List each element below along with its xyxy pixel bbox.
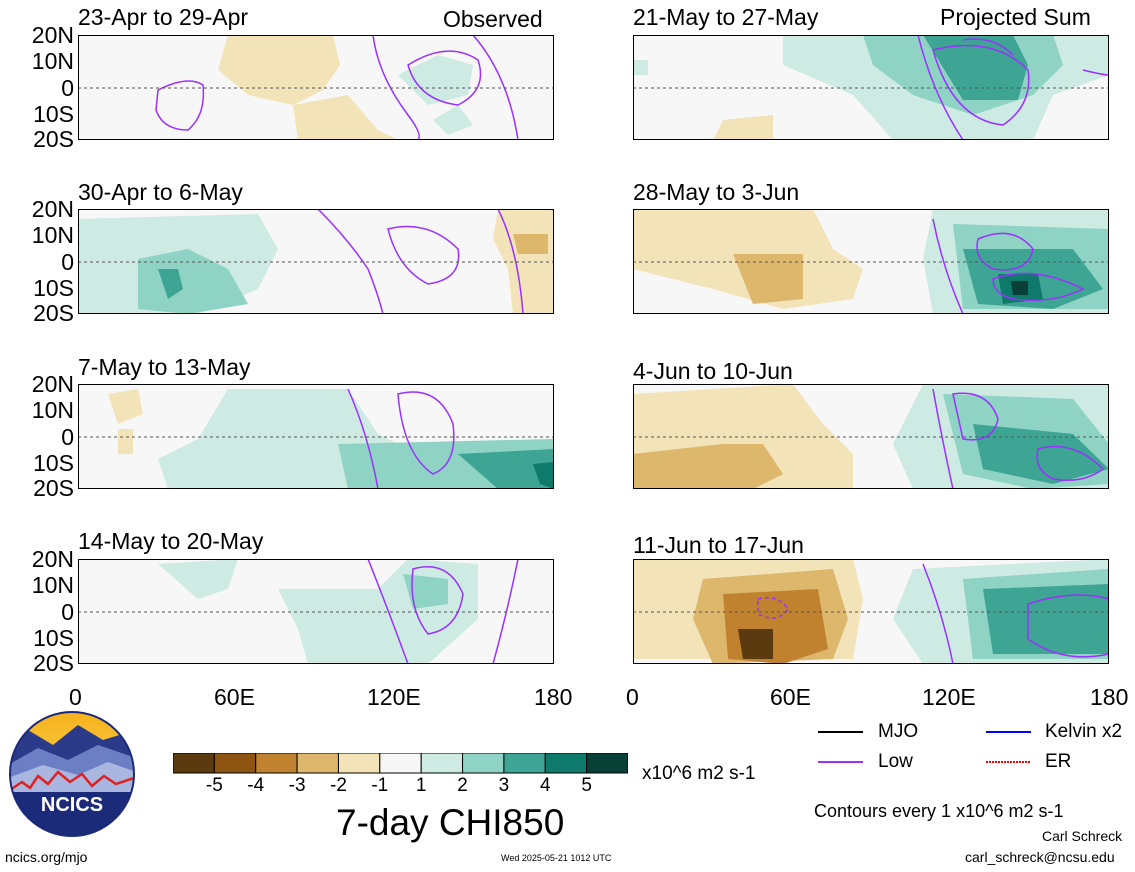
lon-label-60e-left: 60E xyxy=(214,684,255,710)
panel-title-obs-1: 23-Apr to 29-Apr xyxy=(78,4,249,30)
contour-legend xyxy=(818,731,1031,763)
colorbar-swatch xyxy=(296,753,339,774)
panel-title-proj-3: 4-Jun to 10-Jun xyxy=(633,358,793,384)
footer-url[interactable]: ncics.org/mjo xyxy=(5,849,88,865)
colorbar-swatch xyxy=(503,753,546,774)
colorbar-swatch xyxy=(420,753,464,774)
lat-label: 0 xyxy=(61,249,74,275)
legend-label-mjo: MJO xyxy=(878,721,919,742)
colorbar-swatch xyxy=(544,753,588,774)
observed-label: Observed xyxy=(443,6,543,32)
colorbar-tick-label: -2 xyxy=(330,775,347,796)
lat-label: 10N xyxy=(31,222,74,248)
colorbar-units: x10^6 m2 s-1 xyxy=(642,763,756,784)
lon-label-120e-left: 120E xyxy=(367,684,421,710)
lon-label-60e-right: 60E xyxy=(770,684,811,710)
lon-label-0-right: 0 xyxy=(626,684,639,710)
legend-label-kelvin: Kelvin x2 xyxy=(1045,721,1123,742)
colorbar-tick-label: -1 xyxy=(371,775,389,796)
map-panel-proj-1 xyxy=(633,35,1109,140)
legend-label-er: ER xyxy=(1045,751,1072,772)
panel-title-obs-4: 14-May to 20-May xyxy=(78,528,264,554)
colorbar-tick-label: -3 xyxy=(288,775,306,796)
lon-label-120e-right: 120E xyxy=(922,684,976,710)
lat-label: 10S xyxy=(33,625,74,651)
colorbar-tick-label: 1 xyxy=(415,775,427,796)
lat-label: 10S xyxy=(33,450,74,476)
lat-label: 20N xyxy=(31,546,74,572)
lat-label: 0 xyxy=(61,75,74,101)
footer-email[interactable]: carl_schreck@ncsu.edu xyxy=(965,849,1115,865)
colorbar-swatch xyxy=(337,753,381,774)
colorbar-tick-label: 4 xyxy=(539,775,551,796)
panel-title-proj-4: 11-Jun to 17-Jun xyxy=(633,532,804,558)
colorbar-swatch xyxy=(213,753,257,774)
lat-label: 0 xyxy=(61,424,74,450)
logo-text: NCICS xyxy=(41,794,103,816)
lat-label: 20N xyxy=(31,196,74,222)
panel-title-obs-3: 7-May to 13-May xyxy=(78,354,251,380)
panel-title-proj-2: 28-May to 3-Jun xyxy=(633,179,800,205)
colorbar xyxy=(173,753,628,774)
colorbar-tick-label: 5 xyxy=(581,775,592,796)
lat-label: 20S xyxy=(33,650,74,676)
ncics-logo: NCICS xyxy=(9,711,135,837)
colorbar-swatch xyxy=(255,753,298,774)
lat-label: 10N xyxy=(31,572,74,598)
lat-label: 10N xyxy=(31,48,74,74)
map-panel-obs-1 xyxy=(78,35,554,140)
colorbar-tick-label: 3 xyxy=(498,775,510,796)
colorbar-tick-label: -4 xyxy=(247,775,265,796)
colorbar-tick-label: -5 xyxy=(205,775,223,796)
footer-timestamp: Wed 2025-05-21 1012 UTC xyxy=(501,853,612,863)
lat-label: 20S xyxy=(33,475,74,501)
lat-label: 10N xyxy=(31,397,74,423)
colorbar-swatch xyxy=(173,753,215,774)
lat-label: 10S xyxy=(33,275,74,301)
colorbar-swatch xyxy=(586,753,628,774)
map-panel-proj-4 xyxy=(633,559,1109,664)
colorbar-swatch xyxy=(379,753,422,774)
lon-label-180-right: 180 xyxy=(1090,684,1129,710)
lat-label: 0 xyxy=(61,599,74,625)
lat-label: 20S xyxy=(33,300,74,326)
footer-author: Carl Schreck xyxy=(1042,828,1123,844)
contour-note: Contours every 1 x10^6 m2 s-1 xyxy=(814,801,1064,821)
lon-label-0-left: 0 xyxy=(69,684,82,710)
map-panel-proj-2 xyxy=(633,209,1109,314)
projected-sum-label: Projected Sum xyxy=(940,4,1091,30)
map-panel-obs-2 xyxy=(78,209,554,314)
chart-title: 7-day CHI850 xyxy=(336,802,565,843)
panel-title-proj-1: 21-May to 27-May xyxy=(633,4,819,30)
legend-label-low: Low xyxy=(878,751,913,772)
map-panel-proj-3 xyxy=(633,384,1109,489)
map-panel-obs-3 xyxy=(78,384,554,489)
colorbar-tick-label: 2 xyxy=(457,775,468,796)
lat-label: 20S xyxy=(33,126,74,152)
map-panel-obs-4 xyxy=(78,559,554,664)
lon-label-180-left: 180 xyxy=(534,684,573,710)
colorbar-swatch xyxy=(462,753,505,774)
lat-label: 20N xyxy=(31,371,74,397)
lat-label: 10S xyxy=(33,101,74,127)
panel-title-obs-2: 30-Apr to 6-May xyxy=(78,179,243,205)
lat-label: 20N xyxy=(31,22,74,48)
